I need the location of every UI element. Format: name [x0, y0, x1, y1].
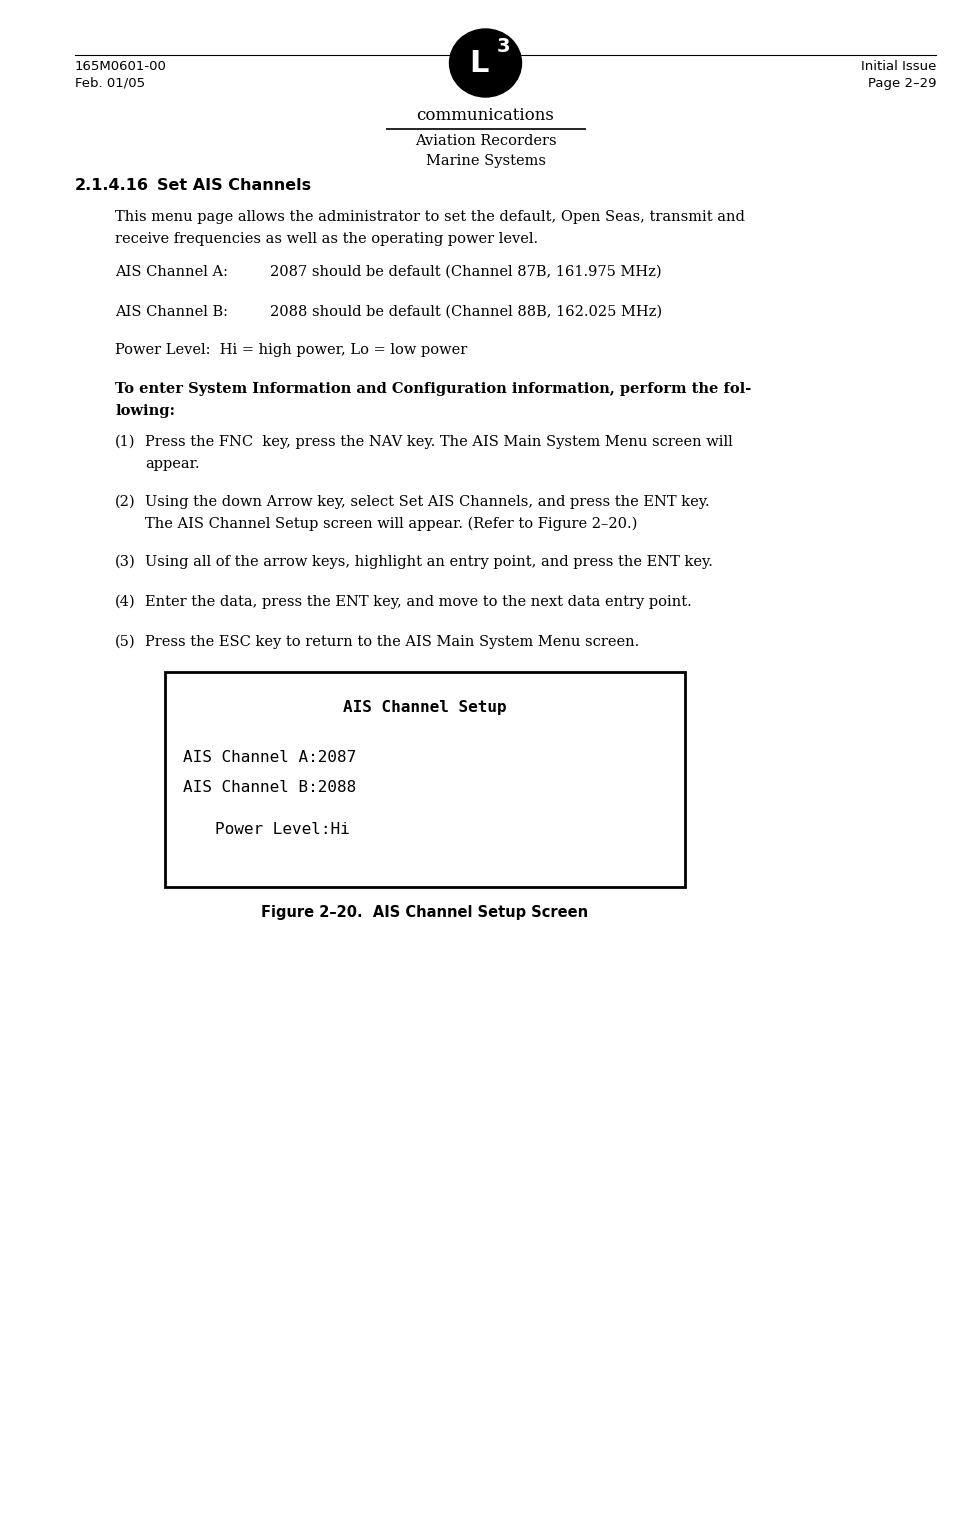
- Text: appear.: appear.: [145, 457, 200, 470]
- Text: Press the FNC  key, press the NAV key. The AIS Main System Menu screen will: Press the FNC key, press the NAV key. Th…: [145, 435, 733, 449]
- Text: (3): (3): [115, 554, 136, 570]
- Text: AIS Channel A:2087: AIS Channel A:2087: [183, 750, 356, 765]
- Text: AIS Channel A:: AIS Channel A:: [115, 266, 228, 279]
- Text: To enter System Information and Configuration information, perform the fol-: To enter System Information and Configur…: [115, 382, 752, 395]
- Text: (5): (5): [115, 635, 136, 649]
- Text: Aviation Recorders: Aviation Recorders: [415, 134, 556, 148]
- Text: (2): (2): [115, 495, 136, 508]
- Text: AIS Channel B:: AIS Channel B:: [115, 305, 228, 319]
- Text: Initial Issue: Initial Issue: [860, 60, 936, 73]
- Text: 3: 3: [497, 38, 510, 56]
- Text: Using all of the arrow keys, highlight an entry point, and press the ENT key.: Using all of the arrow keys, highlight a…: [145, 554, 713, 570]
- Text: Set AIS Channels: Set AIS Channels: [157, 179, 311, 192]
- FancyBboxPatch shape: [165, 672, 685, 887]
- Text: (1): (1): [115, 435, 136, 449]
- Text: Page 2–29: Page 2–29: [867, 76, 936, 90]
- Text: Marine Systems: Marine Systems: [425, 154, 546, 168]
- Text: Enter the data, press the ENT key, and move to the next data entry point.: Enter the data, press the ENT key, and m…: [145, 596, 691, 609]
- Text: (4): (4): [115, 596, 136, 609]
- Text: This menu page allows the administrator to set the default, Open Seas, transmit : This menu page allows the administrator …: [115, 211, 745, 224]
- Text: communications: communications: [417, 107, 554, 124]
- Text: AIS Channel Setup: AIS Channel Setup: [343, 699, 507, 715]
- Text: Press the ESC key to return to the AIS Main System Menu screen.: Press the ESC key to return to the AIS M…: [145, 635, 639, 649]
- Text: 165M0601-00: 165M0601-00: [75, 60, 167, 73]
- Text: Power Level:Hi: Power Level:Hi: [215, 822, 350, 837]
- Text: lowing:: lowing:: [115, 405, 175, 418]
- Ellipse shape: [450, 29, 521, 98]
- Text: receive frequencies as well as the operating power level.: receive frequencies as well as the opera…: [115, 232, 538, 246]
- Text: 2087 should be default (Channel 87B, 161.975 MHz): 2087 should be default (Channel 87B, 161…: [270, 266, 661, 279]
- Text: Figure 2–20.  AIS Channel Setup Screen: Figure 2–20. AIS Channel Setup Screen: [261, 906, 588, 919]
- Text: L: L: [469, 49, 488, 78]
- Text: The AIS Channel Setup screen will appear. (Refer to Figure 2–20.): The AIS Channel Setup screen will appear…: [145, 518, 637, 531]
- Text: Power Level:  Hi = high power, Lo = low power: Power Level: Hi = high power, Lo = low p…: [115, 344, 467, 357]
- Text: Using the down Arrow key, select Set AIS Channels, and press the ENT key.: Using the down Arrow key, select Set AIS…: [145, 495, 710, 508]
- Text: 2.1.4.16: 2.1.4.16: [75, 179, 149, 192]
- Text: Feb. 01/05: Feb. 01/05: [75, 76, 145, 90]
- Text: 2088 should be default (Channel 88B, 162.025 MHz): 2088 should be default (Channel 88B, 162…: [270, 305, 662, 319]
- Text: AIS Channel B:2088: AIS Channel B:2088: [183, 780, 356, 796]
